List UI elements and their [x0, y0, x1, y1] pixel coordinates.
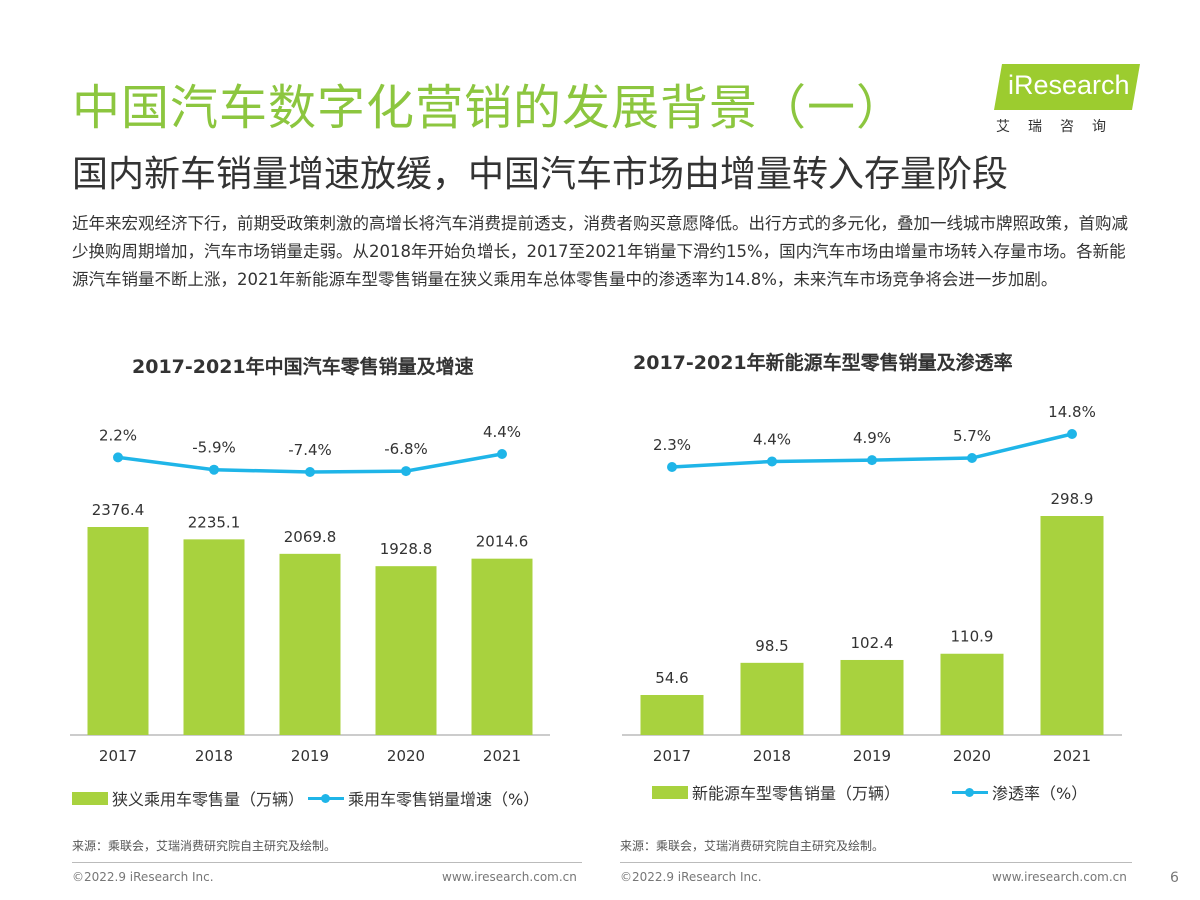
x-tick-label: 2017 — [99, 747, 137, 765]
line-swatch — [308, 792, 344, 805]
x-tick-label: 2019 — [291, 747, 329, 765]
line-point — [967, 453, 977, 464]
chart-1-source: 来源：乘联会，艾瑞消费研究院自主研究及绘制。 — [72, 839, 337, 853]
x-tick-label: 2019 — [853, 747, 891, 765]
line-value-label: 2.3% — [653, 436, 691, 454]
bar — [640, 694, 704, 735]
line-value-label: -5.9% — [192, 439, 236, 457]
footer-website-left[interactable]: www.iresearch.com.cn — [442, 870, 577, 884]
logo-badge — [994, 64, 1140, 110]
bar — [183, 539, 245, 735]
bar — [87, 527, 149, 735]
line-point — [767, 456, 777, 467]
bar — [1040, 516, 1104, 735]
bar — [375, 566, 437, 735]
bar-value-label: 2235.1 — [188, 513, 241, 531]
bar — [740, 662, 804, 735]
chart-2-legend-line-label: 渗透率（%） — [992, 784, 1088, 803]
chart-1: 2376.4 2017 2235.1 2018 2069.8 2019 1928.8 2020… — [70, 423, 550, 765]
x-tick-label: 2020 — [387, 747, 425, 765]
chart-1-legend-bar: 狭义乘用车零售量（万辆） — [72, 786, 304, 810]
x-tick-label: 2018 — [753, 747, 791, 765]
line-swatch — [952, 786, 988, 799]
chart-1-title: 2017-2021年中国汽车零售销量及增速 — [132, 356, 474, 378]
chart-2-legend-bar-label: 新能源车型零售销量（万辆） — [692, 784, 901, 803]
chart-2-legend-line: 渗透率（%） — [952, 780, 1087, 804]
page-number: 6 — [1170, 870, 1179, 886]
footer-divider-right — [620, 862, 1132, 863]
footer-copyright-right: ©2022.9 iResearch Inc. — [620, 870, 762, 884]
line-value-label: 2.2% — [99, 426, 137, 444]
chart-1-legend-line-label: 乘用车零售销量增速（%） — [348, 790, 540, 809]
line-value-label: 4.9% — [853, 429, 891, 447]
line-point — [209, 464, 219, 475]
line-point — [1067, 429, 1077, 439]
x-tick-label: 2021 — [1053, 747, 1091, 765]
bar-value-label: 2069.8 — [284, 528, 337, 546]
bar-value-label: 298.9 — [1051, 490, 1094, 508]
bar-swatch — [72, 791, 108, 805]
footer-copyright-left: ©2022.9 iResearch Inc. — [72, 870, 214, 884]
logo-subtext: 艾瑞咨询 — [996, 119, 1124, 135]
line-value-label: 14.8% — [1048, 403, 1096, 421]
line-value-label: -6.8% — [384, 440, 428, 458]
chart-1-legend-bar-label: 狭义乘用车零售量（万辆） — [112, 790, 305, 809]
bar — [840, 659, 904, 735]
line-point — [305, 467, 315, 477]
line-point — [497, 449, 507, 459]
x-tick-label: 2020 — [953, 747, 991, 765]
line-value-label: 4.4% — [483, 423, 521, 441]
chart-1-legend-line: 乘用车零售销量增速（%） — [308, 786, 539, 810]
chart-2-legend-bar: 新能源车型零售销量（万辆） — [652, 780, 900, 804]
line-value-label: 5.7% — [953, 427, 991, 445]
line-point — [113, 452, 123, 463]
line-point — [867, 455, 877, 466]
bar-value-label: 2014.6 — [476, 533, 529, 551]
x-tick-label: 2017 — [653, 747, 691, 765]
bar — [940, 653, 1004, 735]
bar-value-label: 2376.4 — [92, 501, 145, 519]
bar-value-label: 98.5 — [755, 637, 788, 655]
bar — [279, 553, 341, 735]
footer-website-right[interactable]: www.iresearch.com.cn — [992, 870, 1127, 884]
page-subtitle: 国内新车销量增速放缓，中国汽车市场由增量转入存量阶段 — [72, 154, 1009, 195]
line-value-label: 4.4% — [753, 430, 791, 448]
line-point — [667, 462, 677, 472]
bar-value-label: 102.4 — [851, 634, 894, 652]
logo-text: iResearch — [1008, 70, 1130, 100]
bar-value-label: 110.9 — [951, 628, 994, 646]
chart-2-source: 来源：乘联会，艾瑞消费研究院自主研究及绘制。 — [620, 839, 885, 853]
x-tick-label: 2018 — [195, 747, 233, 765]
chart-2: 54.6 2017 98.5 2018 102.4 2019 110.9 2020 298.9 2… — [622, 403, 1122, 765]
iresearch-logo: iResearch 艾瑞咨询 — [994, 64, 1142, 144]
chart-2-title: 2017-2021年新能源车型零售销量及渗透率 — [633, 352, 1013, 374]
line-value-label: -7.4% — [288, 441, 332, 459]
bar-value-label: 54.6 — [655, 669, 688, 687]
bar — [471, 558, 533, 735]
page-title: 中国汽车数字化营销的发展背景（一） — [72, 80, 906, 136]
bar-value-label: 1928.8 — [380, 540, 433, 558]
footer-divider-left — [72, 862, 582, 863]
x-tick-label: 2021 — [483, 747, 521, 765]
intro-paragraph: 近年来宏观经济下行，前期受政策刺激的高增长将汽车消费提前透支，消费者购买意愿降低… — [72, 214, 1128, 289]
line-point — [401, 466, 411, 477]
bar-swatch — [652, 785, 688, 799]
